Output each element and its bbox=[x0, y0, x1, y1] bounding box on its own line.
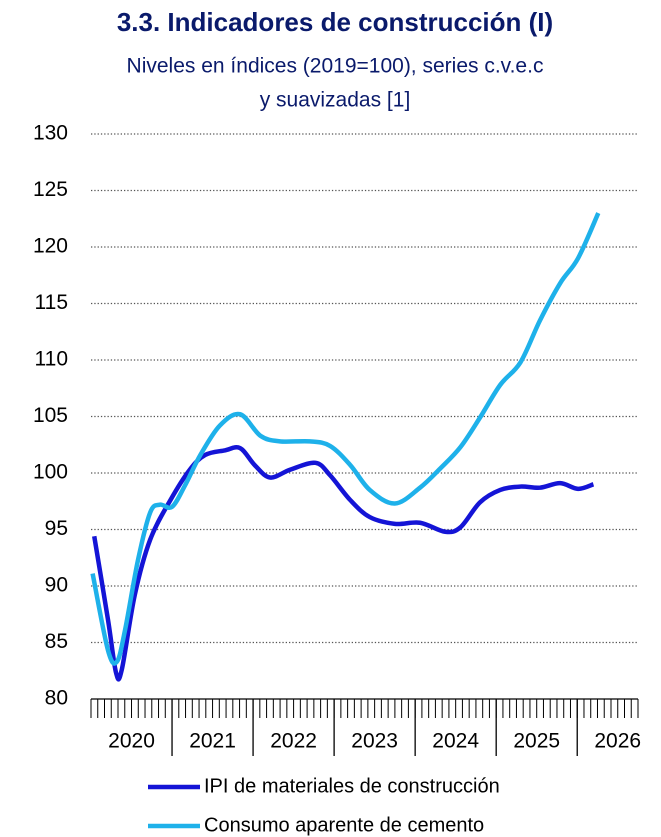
x-tick-label: 2022 bbox=[270, 730, 317, 753]
y-tick-label: 85 bbox=[45, 630, 68, 653]
legend-label: Consumo aparente de cemento bbox=[204, 814, 484, 836]
y-tick-label: 110 bbox=[35, 348, 68, 371]
y-tick-label: 130 bbox=[33, 122, 68, 145]
x-tick-label: 2025 bbox=[513, 730, 560, 753]
x-tick-label: 2023 bbox=[351, 730, 398, 753]
x-tick-label: 2020 bbox=[108, 730, 155, 753]
chart-title: 3.3. Indicadores de construcción (I) bbox=[117, 7, 553, 37]
x-tick-label: 2024 bbox=[432, 730, 479, 753]
y-tick-label: 125 bbox=[33, 178, 68, 201]
y-tick-label: 120 bbox=[33, 235, 68, 258]
series-line bbox=[92, 445, 595, 682]
series-line bbox=[90, 212, 601, 666]
chart-subtitle: y suavizadas [1] bbox=[260, 89, 411, 112]
chart-subtitle: Niveles en índices (2019=100), series c.… bbox=[127, 55, 544, 78]
y-tick-label: 100 bbox=[33, 461, 68, 484]
y-tick-label: 95 bbox=[45, 517, 68, 540]
x-tick-label: 2026 bbox=[594, 730, 641, 753]
y-tick-label: 105 bbox=[33, 404, 68, 427]
y-tick-label: 90 bbox=[45, 574, 68, 597]
y-tick-label: 80 bbox=[45, 687, 68, 710]
legend-label: IPI de materiales de construcción bbox=[204, 775, 500, 797]
x-tick-label: 2021 bbox=[189, 730, 236, 753]
y-tick-label: 115 bbox=[35, 291, 68, 314]
